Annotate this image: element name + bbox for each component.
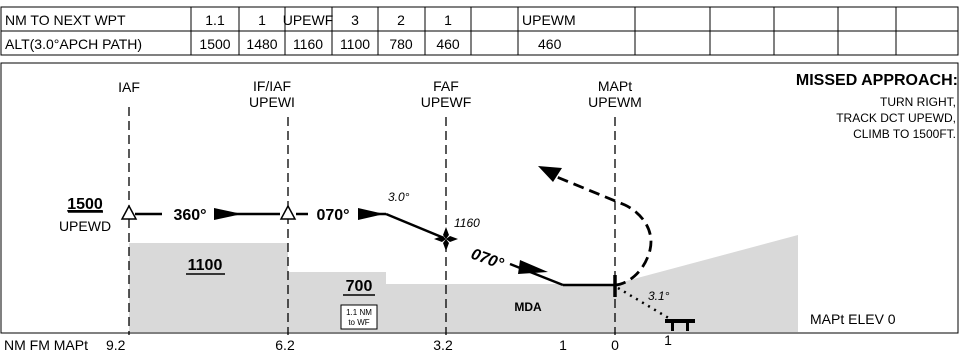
faf-altitude: 1160: [454, 216, 480, 230]
distance-axis-label: NM FM MAPt: [4, 337, 88, 353]
distance-tick: 1: [559, 337, 567, 353]
missed-approach-line: TURN RIGHT,: [880, 95, 956, 109]
table-cell: 3: [351, 12, 359, 28]
distance-tick: 1: [664, 332, 672, 348]
table-cell: UPEWF: [283, 12, 334, 28]
table-cell: 1480: [246, 36, 277, 52]
table-row1-label: NM TO NEXT WPT: [5, 12, 126, 28]
distance-note-box: [340, 304, 378, 330]
iaf-label: IAF: [118, 79, 140, 95]
climb-gradient-line: [617, 286, 678, 325]
table-cell: 1: [258, 12, 266, 28]
table-cell: 460: [436, 36, 460, 52]
upewm-label: UPEWM: [588, 94, 642, 110]
final-approach-path: [385, 212, 615, 287]
upewd-label: UPEWD: [59, 218, 111, 234]
upewf-label: UPEWF: [421, 94, 472, 110]
course-arrow: [358, 208, 384, 220]
table-cell: 460: [538, 36, 562, 52]
missed-approach-title: MISSED APPROACH:: [796, 72, 958, 89]
if-triangle-icon: [279, 204, 297, 220]
table-row2-label: ALT(3.0°APCH PATH): [5, 36, 142, 52]
initial-segment: [135, 208, 386, 220]
upewi-label: UPEWI: [249, 94, 295, 110]
mda-label: MDA: [514, 300, 542, 314]
minimum-700: 700: [346, 278, 373, 295]
if-iaf-label: IF/IAF: [253, 78, 291, 94]
distance-altitude-table: NM TO NEXT WPT ALT(3.0°APCH PATH) 1.1 1 …: [0, 6, 959, 56]
missed-approach-line: CLIMB TO 1500FT.: [853, 127, 956, 141]
missed-approach-arrow: [538, 166, 562, 182]
distance-note: to WF: [348, 318, 369, 327]
distance-tick: 6.2: [275, 337, 295, 353]
course-070-initial: 070°: [316, 207, 349, 224]
fix-lines: [128, 107, 616, 335]
distance-tick: 0: [611, 337, 619, 353]
course-360: 360°: [173, 207, 206, 224]
table-cell: 2: [397, 12, 405, 28]
runway-icon: [665, 319, 695, 331]
table-cell: 1.1: [205, 12, 225, 28]
mapt-elevation: MAPt ELEV 0: [810, 311, 896, 327]
table-cell: 1100: [340, 36, 370, 52]
faf-label: FAF: [433, 78, 459, 94]
altitude-1500: 1500: [67, 196, 103, 213]
terrain-shading: [129, 235, 798, 332]
minimum-1100: 1100: [188, 257, 223, 274]
faf-cross-icon: [434, 227, 458, 251]
missed-angle: 3.1°: [648, 289, 670, 303]
table-cell: 1160: [293, 36, 323, 52]
course-arrow: [214, 208, 242, 220]
profile-frame: [0, 62, 959, 334]
table-cell: 780: [389, 36, 413, 52]
missed-approach-path: [538, 166, 653, 287]
distance-note: 1.1 NM: [346, 308, 372, 317]
missed-approach-line: TRACK DCT UPEWD,: [836, 111, 956, 125]
descent-arrow: [518, 260, 548, 274]
table-cell: 1500: [199, 36, 230, 52]
table-cell: 1: [444, 12, 452, 28]
distance-tick: 9.2: [106, 337, 126, 353]
course-070-final: 070°: [469, 246, 506, 273]
distance-tick: 3.2: [433, 337, 453, 353]
glide-angle: 3.0°: [388, 190, 410, 204]
iaf-triangle-icon: [120, 204, 138, 220]
mapt-label: MAPt: [598, 78, 632, 94]
table-cell: UPEWM: [522, 12, 576, 28]
